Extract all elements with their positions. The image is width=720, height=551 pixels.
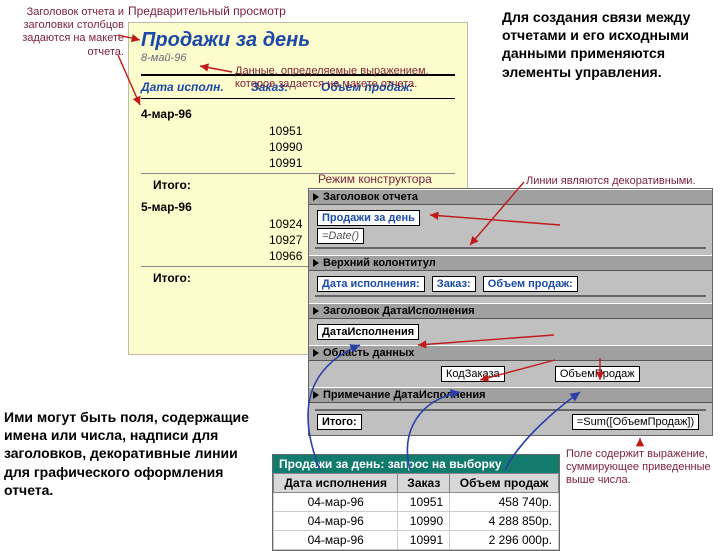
callout-controls-purpose: Для создания связи между отчетами и его …: [502, 8, 712, 81]
expand-icon: [313, 349, 319, 357]
section-body-detail: КодЗаказа ОбъемПродаж: [309, 361, 712, 387]
section-detail[interactable]: Область данных: [309, 345, 712, 361]
section-body-group-header: ДатаИсполнения: [309, 319, 712, 345]
table-row[interactable]: 04-мар-96109912 296 000р.: [274, 531, 559, 550]
control-col1-label[interactable]: Дата исполнения:: [317, 276, 425, 292]
query-datasheet: Продажи за день: запрос на выборку Дата …: [272, 454, 560, 551]
decorative-line: [315, 409, 706, 411]
expand-icon: [313, 193, 319, 201]
designer-mode-label: Режим конструктора: [318, 172, 432, 186]
table-row[interactable]: 04-мар-96109904 288 850р.: [274, 512, 559, 531]
section-label: Верхний колонтитул: [323, 257, 436, 269]
control-sales-volume[interactable]: ОбъемПродаж: [555, 366, 640, 382]
expand-icon: [313, 259, 319, 267]
expand-icon: [313, 391, 319, 399]
cell: 2 296 000р.: [450, 531, 559, 550]
data-row: 10991: [129, 155, 467, 171]
control-sum-expr[interactable]: =Sum([ОбъемПродаж]): [572, 414, 699, 430]
section-label: Заголовок отчета: [323, 191, 418, 203]
callout-expression: Данные, определяемые выражением, которое…: [235, 65, 465, 91]
cell: 10951: [398, 493, 450, 512]
callout-report-header: Заголовок отчета и заголовки столбцов за…: [4, 6, 124, 59]
data-row: 10990: [129, 139, 467, 155]
section-label: Примечание ДатаИсполнения: [323, 389, 486, 401]
decorative-line: [315, 295, 706, 297]
control-date-expr[interactable]: =Date(): [317, 228, 364, 244]
cell: 04-мар-96: [274, 512, 398, 531]
cell: 10990: [398, 512, 450, 531]
cell: 04-мар-96: [274, 493, 398, 512]
expand-icon: [313, 307, 319, 315]
control-col3-label[interactable]: Объем продаж:: [483, 276, 578, 292]
section-body-group-footer: Итого: =Sum([ОбъемПродаж]): [309, 403, 712, 435]
section-group-header[interactable]: Заголовок ДатаИсполнения: [309, 303, 712, 319]
preview-date: 8-май-96: [129, 52, 467, 64]
table-row[interactable]: 04-мар-9610951458 740р.: [274, 493, 559, 512]
table-header-row: Дата исполнения Заказ Объем продаж: [274, 474, 559, 493]
data-row: 10951: [129, 123, 467, 139]
section-label: Область данных: [323, 347, 414, 359]
cell: 10991: [398, 531, 450, 550]
query-col-volume[interactable]: Объем продаж: [450, 474, 559, 493]
section-group-footer[interactable]: Примечание ДатаИсполнения: [309, 387, 712, 403]
section-body-page-header: Дата исполнения: Заказ: Объем продаж:: [309, 271, 712, 303]
section-body-report-header: Продажи за день =Date(): [309, 205, 712, 255]
query-table: Дата исполнения Заказ Объем продаж 04-ма…: [273, 473, 559, 550]
cell: 4 288 850р.: [450, 512, 559, 531]
control-col2-label[interactable]: Заказ:: [432, 276, 476, 292]
section-report-header[interactable]: Заголовок отчета: [309, 189, 712, 205]
callout-field-types: Ими могут быть поля, содержащие имена ил…: [4, 408, 264, 499]
callout-sum-expr: Поле содержит выражение, суммирующее при…: [566, 448, 716, 488]
query-col-date[interactable]: Дата исполнения: [274, 474, 398, 493]
control-total-label[interactable]: Итого:: [317, 414, 362, 430]
cell: 458 740р.: [450, 493, 559, 512]
query-title: Продажи за день: запрос на выборку: [273, 455, 559, 473]
group-date-1: 4-мар-96: [129, 103, 467, 123]
control-title-label[interactable]: Продажи за день: [317, 210, 420, 226]
preview-title: Продажи за день: [129, 23, 467, 52]
decorative-line: [315, 247, 706, 249]
control-group-field[interactable]: ДатаИсполнения: [317, 324, 419, 340]
cell: 04-мар-96: [274, 531, 398, 550]
preview-mode-label: Предварительный просмотр: [128, 4, 286, 18]
section-label: Заголовок ДатаИсполнения: [323, 305, 475, 317]
designer-panel: Заголовок отчета Продажи за день =Date()…: [308, 188, 713, 436]
preview-rule-2: [141, 98, 455, 99]
callout-decorative-lines: Линии являются декоративными.: [526, 175, 716, 188]
section-page-header[interactable]: Верхний колонтитул: [309, 255, 712, 271]
control-order-code[interactable]: КодЗаказа: [441, 366, 505, 382]
query-col-order[interactable]: Заказ: [398, 474, 450, 493]
